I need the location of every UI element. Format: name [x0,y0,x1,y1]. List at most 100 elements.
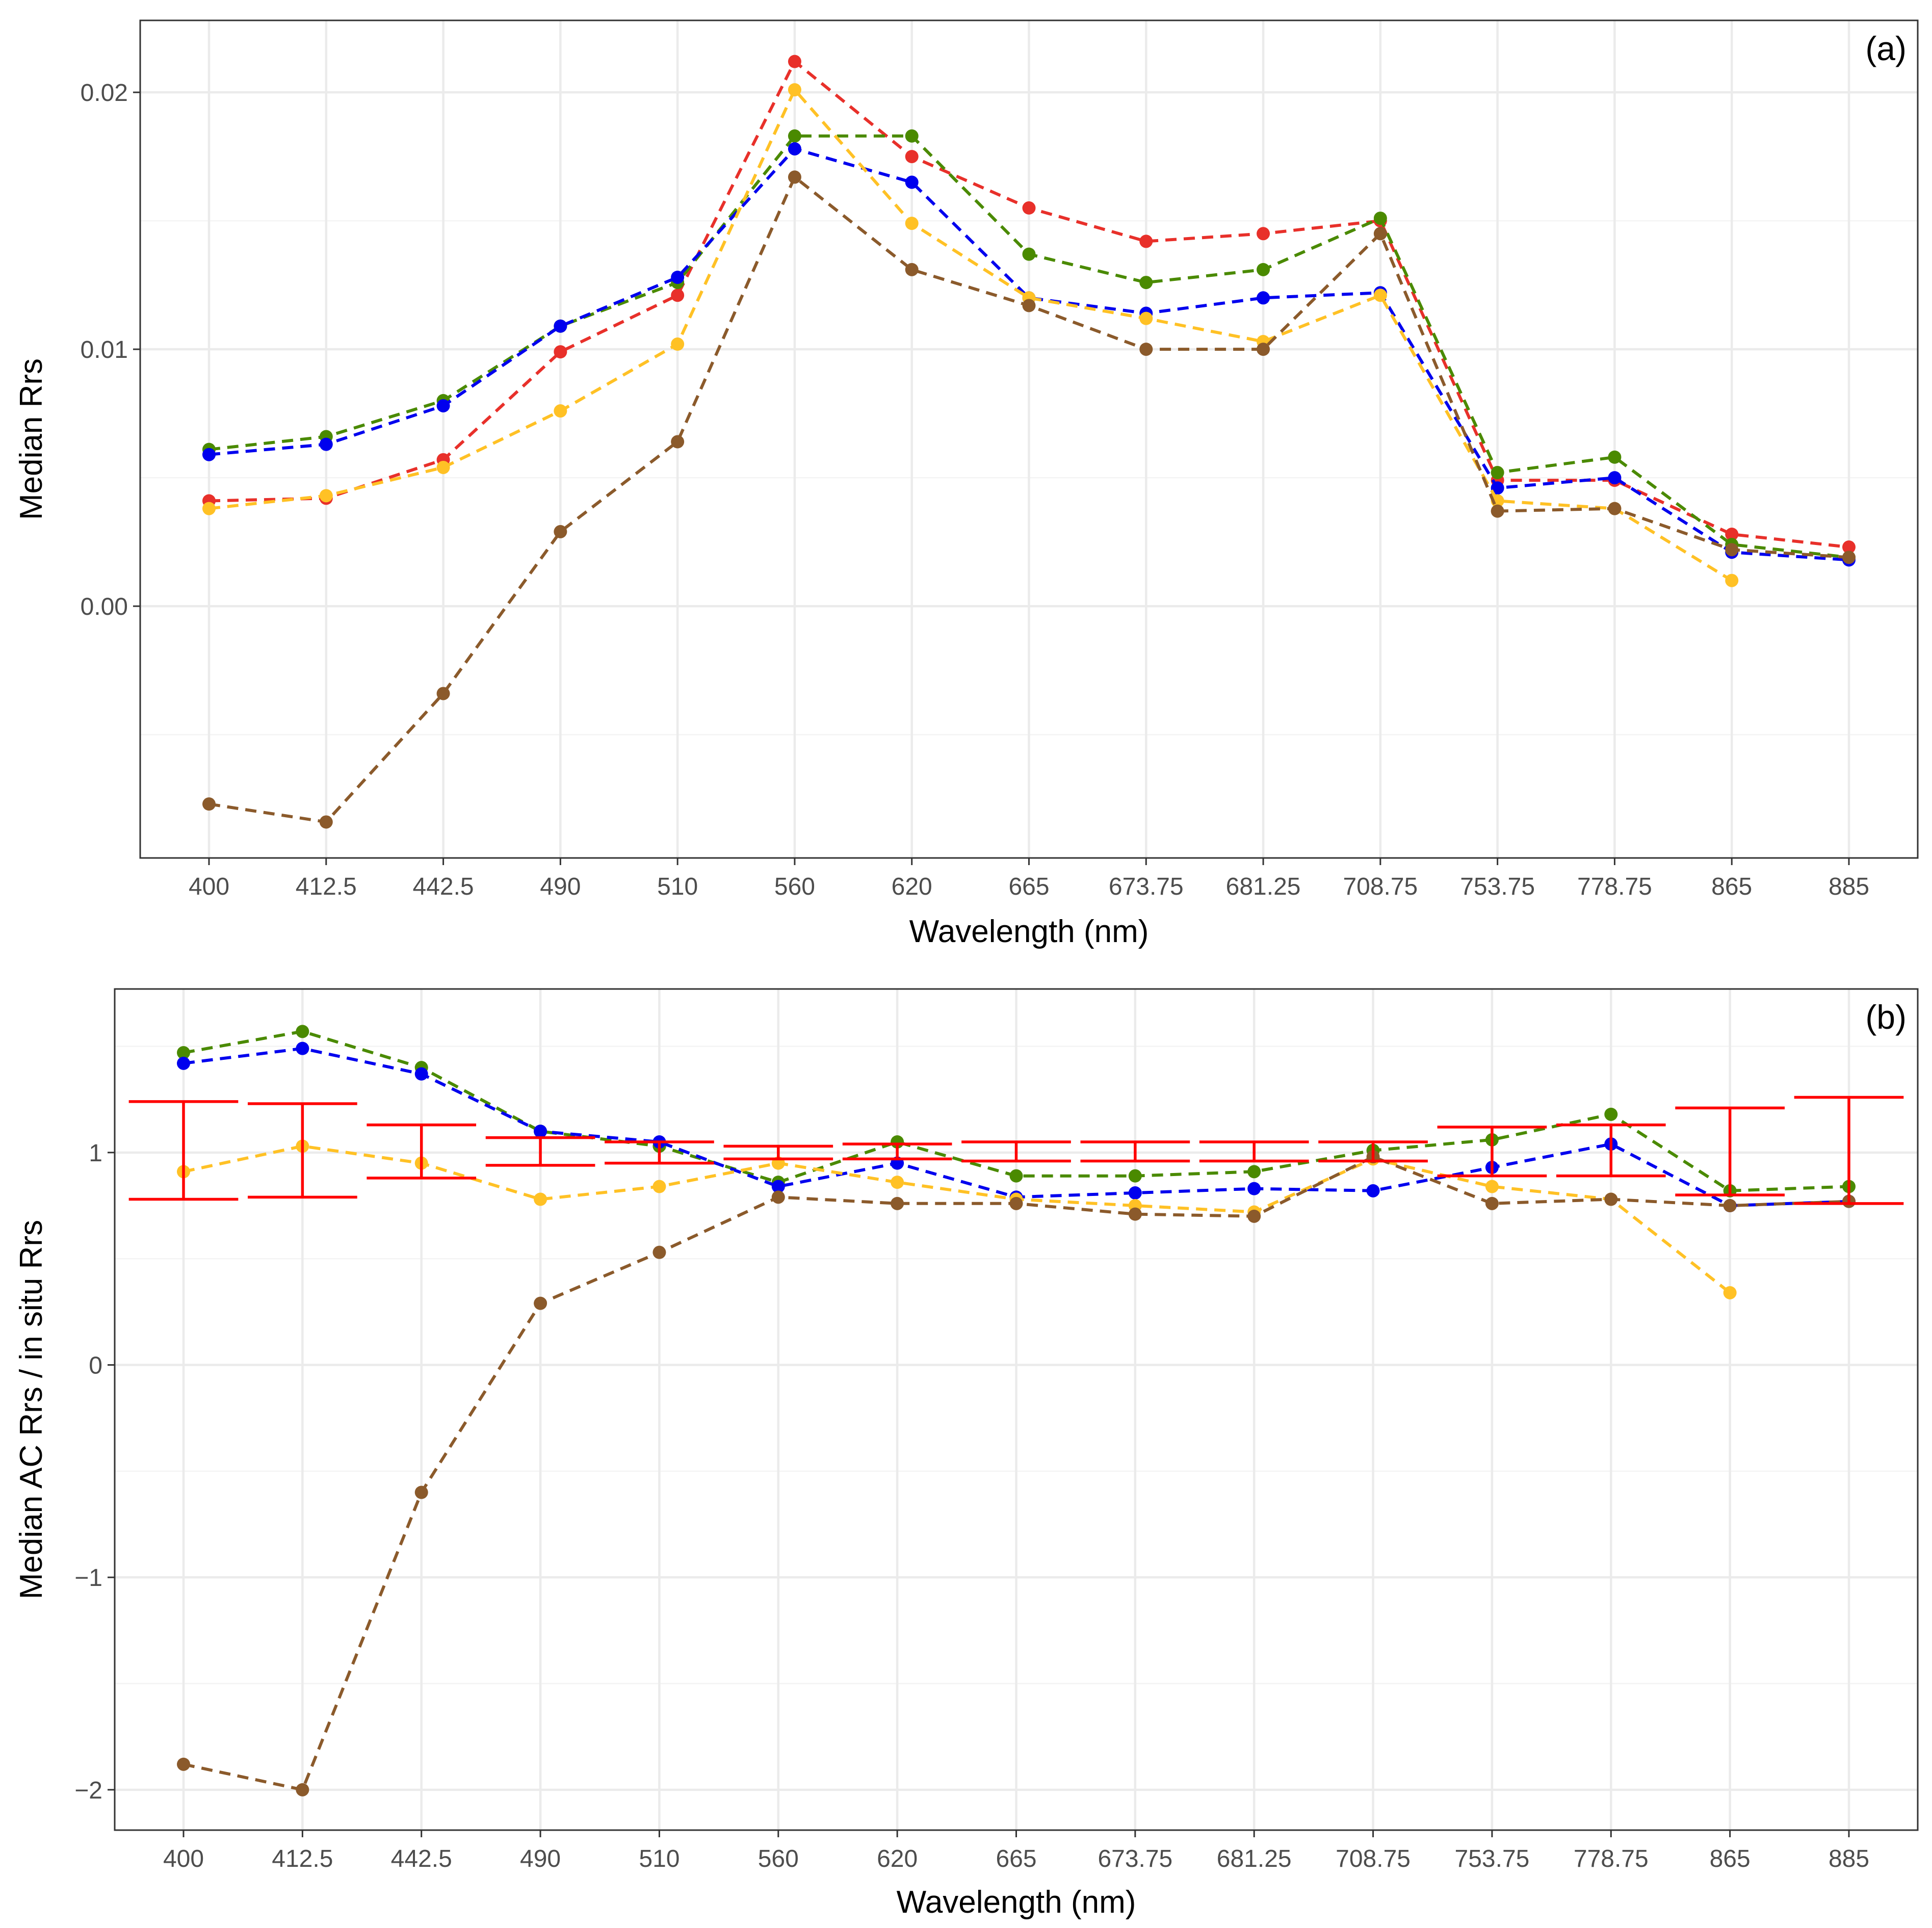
error-bar [605,1140,714,1165]
error-bar [248,1102,357,1199]
x-tick-label: 490 [540,873,581,900]
data-point-brown [891,1196,904,1210]
error-bar [367,1123,477,1180]
error-bar [1437,1126,1547,1178]
panel-a-x-axis-title: Wavelength (nm) [909,914,1149,949]
data-point-brown [771,1190,785,1204]
x-tick-label: 753.75 [1460,873,1535,900]
x-tick-label: 490 [520,1845,561,1872]
data-point-red [1139,235,1153,248]
error-bar [485,1136,595,1167]
data-point-brown [905,263,919,276]
data-point-brown [1373,227,1387,241]
data-point-red [554,345,567,359]
data-point-green [1604,1107,1618,1121]
y-tick-label: 0.01 [81,336,128,363]
data-point-green [1608,450,1622,464]
data-point-brown [1139,343,1153,356]
error-bar [1318,1140,1428,1163]
data-point-brown [436,687,450,700]
series-brown [177,1150,1856,1796]
data-point-blue [319,437,333,451]
data-point-green [1022,247,1036,261]
x-tick-label: 673.75 [1109,873,1184,900]
x-tick-label: 673.75 [1098,1845,1172,1872]
y-tick-label: 0.00 [81,593,128,620]
x-tick-label: 400 [163,1845,204,1872]
x-tick-label: 412.5 [296,873,357,900]
data-point-blue [671,270,685,284]
data-point-blue [1128,1186,1142,1200]
x-tick-label: 665 [1008,873,1049,900]
data-point-brown [1247,1209,1261,1223]
panel-b-error-bars [128,1096,1904,1205]
data-point-yellow [1139,311,1153,325]
data-point-blue [788,142,801,155]
data-point-blue [296,1041,309,1055]
data-point-brown [1257,343,1270,356]
data-point-brown [296,1783,309,1796]
panel-b-x-axis-title: Wavelength (nm) [897,1885,1136,1920]
data-point-green [905,129,919,143]
error-bar [961,1140,1071,1163]
data-point-brown [177,1757,190,1771]
y-tick-label: 1 [89,1140,102,1167]
y-tick-label: 0.02 [81,80,128,107]
y-tick-label: −2 [74,1777,102,1804]
data-point-blue [1491,481,1504,495]
x-tick-label: 620 [877,1845,918,1872]
data-point-brown [554,525,567,538]
data-point-yellow [202,502,216,515]
data-point-yellow [1723,1286,1737,1299]
data-point-blue [436,399,450,412]
x-tick-label: 708.75 [1343,873,1418,900]
panel-a-label: (a) [1865,30,1907,67]
data-point-red [1842,540,1856,554]
data-point-blue [177,1056,190,1070]
y-tick-label: −1 [74,1565,102,1592]
panel-b-y-axis-title: Median AC Rrs / in situ Rrs [14,1220,49,1599]
data-point-blue [1366,1184,1380,1197]
series-line-yellow [183,1144,1731,1294]
x-tick-label: 681.25 [1226,873,1301,900]
error-bar [1794,1096,1904,1205]
data-point-yellow [905,217,919,230]
data-point-yellow [436,460,450,474]
data-point-brown [788,170,801,184]
data-point-brown [1485,1196,1499,1210]
panel-b-series [177,1025,1856,1796]
data-point-green [296,1025,309,1038]
error-bar [128,1100,239,1201]
error-bar [1080,1140,1190,1163]
data-point-brown [1608,502,1622,515]
data-point-blue [1257,291,1270,305]
data-point-red [788,55,801,68]
data-point-red [1725,527,1739,541]
data-point-green [1139,276,1153,290]
data-point-yellow [534,1192,547,1206]
x-tick-label: 412.5 [272,1845,333,1872]
x-tick-label: 400 [189,873,229,900]
x-tick-label: 681.25 [1217,1845,1292,1872]
data-point-yellow [554,404,567,418]
data-point-yellow [1485,1180,1499,1193]
error-bar [1199,1140,1309,1163]
x-tick-label: 560 [774,873,815,900]
panel-b-ticks: −2 −1 0 1 400 412.5 442.5 490 510 560 620 665 673.75… [74,1140,1869,1872]
data-point-green [177,1046,190,1059]
data-point-green [1247,1165,1261,1179]
data-point-green [1009,1169,1023,1183]
panel-a-y-axis-title: Median Rrs [14,358,49,520]
x-tick-label: 510 [639,1845,680,1872]
panel-b: −2 −1 0 1 400 412.5 442.5 490 510 560 620 665 673.75… [14,988,1919,1920]
data-point-yellow [671,337,685,351]
x-tick-label: 885 [1829,873,1869,900]
series-brown [202,170,1856,829]
x-tick-label: 560 [758,1845,799,1872]
data-point-green [1373,212,1387,225]
error-bar [1675,1106,1785,1196]
x-tick-label: 442.5 [391,1845,452,1872]
panel-a-gridlines [140,20,1918,858]
data-point-green [788,129,801,143]
